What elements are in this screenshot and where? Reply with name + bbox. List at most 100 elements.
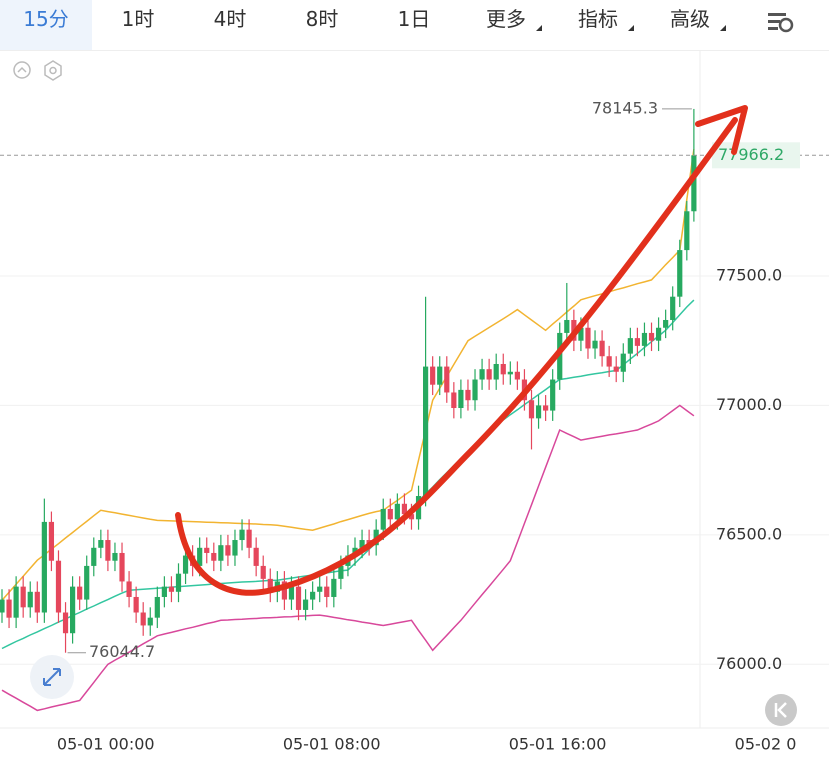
candle-body — [331, 578, 337, 597]
candle-body — [98, 540, 104, 548]
candle-body — [408, 514, 415, 520]
candle-body — [77, 586, 83, 600]
candle-body — [147, 617, 153, 626]
candle-body — [112, 552, 118, 561]
candle-body — [317, 586, 323, 592]
tab[interactable]: 1时 — [121, 7, 155, 31]
candle-body — [359, 540, 365, 548]
candle-body — [288, 586, 295, 600]
candle-body — [267, 578, 273, 592]
x-tick-label: 05-01 08:00 — [283, 735, 381, 754]
candle-body — [34, 591, 40, 613]
candle-body — [557, 332, 563, 380]
candle-body — [528, 400, 535, 419]
candle-body — [430, 366, 436, 385]
candle-body — [599, 340, 605, 357]
candle-body — [105, 540, 111, 561]
tab[interactable]: 更多 — [460, 0, 552, 50]
candle-body — [394, 503, 400, 520]
indicator-icon[interactable] — [44, 60, 62, 81]
candle-body — [119, 552, 125, 582]
candle-body — [486, 369, 492, 380]
collapse-icon[interactable] — [13, 61, 31, 79]
y-tick-label: 77500.0 — [716, 265, 782, 284]
candle-body — [578, 327, 584, 341]
candle-body — [126, 581, 132, 597]
candle-body — [295, 586, 302, 610]
candle-body — [239, 529, 245, 541]
candle-body — [423, 366, 429, 497]
candle-body — [13, 586, 19, 618]
candle-body — [500, 363, 506, 375]
candle-body — [133, 596, 139, 613]
candle-body — [648, 332, 655, 341]
candle-body — [302, 599, 309, 610]
candle-body — [387, 508, 393, 520]
candle-body — [41, 521, 47, 613]
candle-body — [338, 565, 344, 579]
y-tick-label: 77000.0 — [716, 395, 782, 414]
toolbar: 15分 1时 4时 8时 1日 更多 指标 高级 — [0, 0, 829, 51]
candle-body — [161, 586, 167, 597]
tab[interactable]: 高级 — [644, 0, 736, 50]
candle-body — [218, 545, 224, 561]
candle-body — [514, 371, 520, 380]
candle-body — [281, 581, 287, 600]
last-price-label: 77966.2 — [718, 145, 784, 164]
candle-body — [458, 389, 464, 409]
candle-body — [0, 599, 5, 613]
candle-body — [70, 586, 76, 634]
candle-body — [670, 296, 676, 320]
candle-body — [324, 586, 330, 597]
settings-icon[interactable] — [768, 13, 794, 33]
candle-body — [507, 371, 513, 375]
high-label: 78145.3 — [592, 98, 658, 117]
candle-body — [437, 366, 443, 385]
candle-body — [380, 508, 386, 530]
candle-body — [253, 547, 259, 566]
candle-body — [465, 389, 471, 401]
scroll-end-button[interactable] — [765, 694, 797, 726]
candle-body — [211, 552, 217, 561]
tab[interactable]: 15分 — [0, 0, 92, 50]
y-tick-label: 76000.0 — [716, 654, 782, 673]
tab[interactable]: 指标 — [552, 0, 644, 50]
candle-body — [260, 565, 266, 579]
x-tick-label: 05-01 16:00 — [509, 735, 607, 754]
candle-body — [691, 155, 697, 212]
tab[interactable]: 4时 — [213, 7, 247, 31]
candle-body — [479, 369, 485, 380]
candle-body — [154, 596, 160, 618]
candle-body — [472, 379, 478, 401]
candle-body — [606, 356, 612, 367]
candle-body — [613, 366, 619, 372]
x-tick-label: 05-02 0 — [735, 735, 797, 754]
candle-body — [684, 211, 690, 251]
candle-body — [6, 599, 12, 618]
candle-body — [641, 332, 648, 346]
candle-body — [168, 586, 175, 592]
x-tick-label: 05-01 00:00 — [57, 735, 155, 754]
candle-body — [20, 586, 26, 608]
candle-body — [175, 573, 182, 592]
candle-body — [401, 503, 408, 515]
tab[interactable]: 1日 — [397, 7, 431, 31]
candle-body — [84, 565, 90, 600]
y-tick-label: 76500.0 — [716, 524, 782, 543]
candle-body — [310, 591, 316, 600]
band-line — [1, 148, 695, 601]
candle-body — [182, 555, 189, 574]
candle-body — [204, 547, 210, 553]
arrow-head — [695, 105, 748, 155]
candle-body — [564, 319, 570, 333]
tab[interactable]: 8时 — [305, 7, 339, 31]
candle-body — [655, 327, 662, 341]
candle-body — [663, 319, 669, 328]
candle-body — [627, 338, 633, 354]
low-label: 76044.7 — [89, 642, 155, 661]
candle-body — [62, 612, 69, 634]
candle-body — [27, 591, 33, 608]
candle-body — [451, 392, 457, 409]
